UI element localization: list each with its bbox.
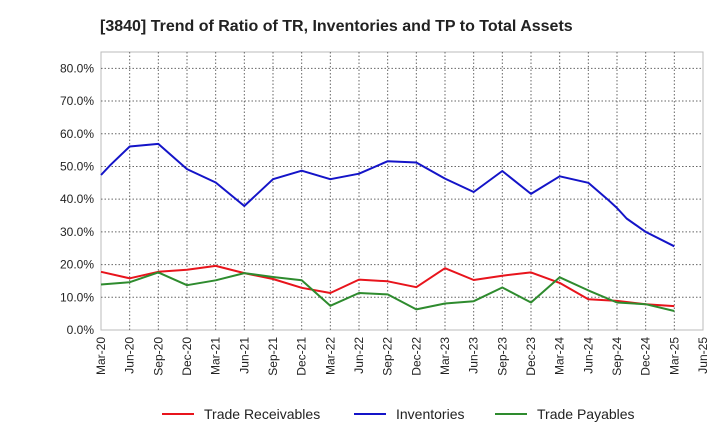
y-tick-label: 0.0% bbox=[67, 323, 95, 337]
y-tick-label: 60.0% bbox=[60, 127, 94, 141]
x-tick-label: Jun-25 bbox=[696, 337, 710, 374]
legend-item-inventories[interactable]: Inventories bbox=[354, 406, 464, 422]
x-tick-label: Sep-22 bbox=[381, 337, 395, 376]
x-tick-label: Sep-24 bbox=[610, 337, 624, 376]
legend-label-inventories: Inventories bbox=[396, 406, 464, 422]
y-tick-label: 10.0% bbox=[60, 290, 94, 304]
chart-title: [3840] Trend of Ratio of TR, Inventories… bbox=[100, 18, 573, 35]
y-tick-label: 20.0% bbox=[60, 258, 94, 272]
x-tick-label: Sep-20 bbox=[151, 337, 165, 376]
series-line-trade-payables bbox=[100, 271, 675, 312]
x-tick-label: Mar-24 bbox=[553, 337, 567, 375]
legend: Trade Receivables Inventories Trade Paya… bbox=[162, 406, 635, 422]
x-tick-label: Mar-22 bbox=[323, 337, 337, 375]
x-tick-label: Dec-22 bbox=[409, 337, 423, 376]
y-tick-label: 80.0% bbox=[60, 61, 94, 75]
y-axis: 0.0% 10.0% 20.0% 30.0% 40.0% 50.0% 60.0% 70.0% 8… bbox=[60, 61, 94, 337]
x-tick-label: Jun-22 bbox=[352, 337, 366, 374]
x-tick-label: Jun-23 bbox=[467, 337, 481, 374]
x-tick-label: Jun-24 bbox=[581, 337, 595, 374]
x-tick-label: Mar-20 bbox=[94, 337, 108, 375]
x-tick-label: Sep-23 bbox=[495, 337, 509, 376]
x-tick-label: Dec-23 bbox=[524, 337, 538, 376]
plot-area bbox=[100, 51, 704, 331]
x-tick-label: Mar-21 bbox=[209, 337, 223, 375]
series-line-inventories bbox=[100, 142, 675, 248]
x-tick-label: Mar-25 bbox=[667, 337, 681, 375]
legend-item-trade-receivables[interactable]: Trade Receivables bbox=[162, 406, 320, 422]
x-axis: Mar-20 Jun-20 Sep-20 Dec-20 Mar-21 Jun-21 Sep-… bbox=[94, 337, 710, 376]
y-tick-label: 70.0% bbox=[60, 94, 94, 108]
legend-label-trade-payables: Trade Payables bbox=[537, 406, 635, 422]
x-tick-label: Dec-21 bbox=[295, 337, 309, 376]
series-line-trade-receivables bbox=[100, 264, 675, 308]
series-lines bbox=[100, 142, 675, 312]
grid bbox=[101, 52, 703, 330]
x-tick-label: Jun-21 bbox=[237, 337, 251, 374]
x-tick-label: Sep-21 bbox=[266, 337, 280, 376]
y-tick-label: 30.0% bbox=[60, 225, 94, 239]
x-tick-label: Dec-24 bbox=[639, 337, 653, 376]
x-tick-label: Jun-20 bbox=[123, 337, 137, 374]
legend-label-trade-receivables: Trade Receivables bbox=[204, 406, 320, 422]
y-tick-label: 50.0% bbox=[60, 159, 94, 173]
legend-item-trade-payables[interactable]: Trade Payables bbox=[495, 406, 635, 422]
y-tick-label: 40.0% bbox=[60, 192, 94, 206]
x-tick-label: Mar-23 bbox=[438, 337, 452, 375]
x-tick-label: Dec-20 bbox=[180, 337, 194, 376]
